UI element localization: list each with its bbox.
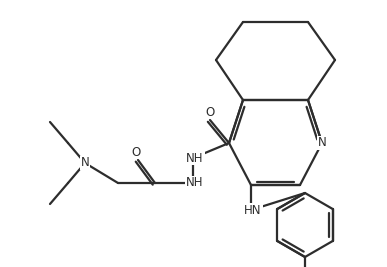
Text: HN: HN: [244, 203, 262, 217]
Text: N: N: [318, 136, 326, 150]
Text: NH: NH: [186, 176, 204, 190]
Text: NH: NH: [186, 151, 204, 164]
Text: O: O: [205, 105, 215, 119]
Text: O: O: [131, 146, 140, 159]
Text: N: N: [80, 156, 89, 170]
